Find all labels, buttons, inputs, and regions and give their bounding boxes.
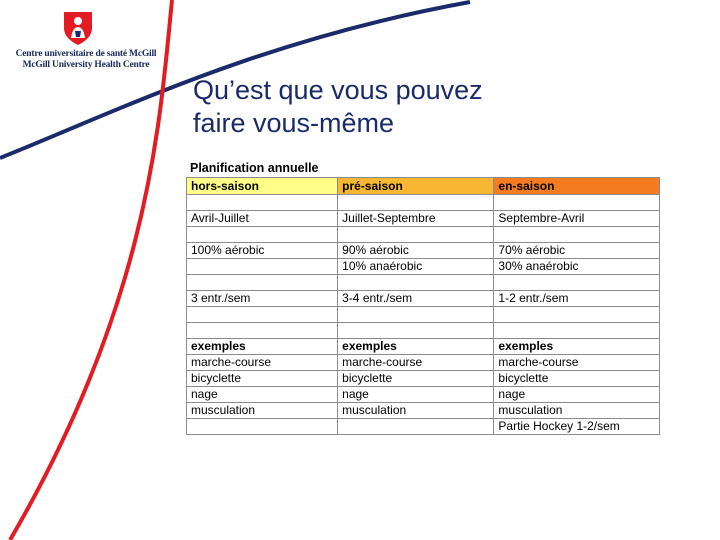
col-header-preseason: pré-saison	[337, 177, 495, 195]
table-cell: 3 entr./sem	[185, 290, 339, 307]
table-row-example: musculation musculation musculation	[185, 402, 660, 419]
header-row: hors-saison pré-saison en-saison	[185, 177, 660, 195]
table-cell: 90% aérobic	[337, 242, 495, 259]
organization-name: Centre universitaire de santé McGill McG…	[6, 49, 166, 71]
spacer-row	[185, 194, 660, 211]
slide-title: Qu’est que vous pouvez faire vous-même	[193, 74, 613, 140]
table-cell: musculation	[185, 402, 339, 419]
table-cell	[185, 258, 339, 275]
table-cell: bicyclette	[493, 370, 660, 387]
muhc-logo-icon	[64, 12, 92, 45]
table-heading: Planification annuelle	[190, 161, 319, 175]
spacer-row	[185, 322, 660, 339]
spacer-row	[185, 226, 660, 243]
table-cell: nage	[185, 386, 339, 403]
table-cell: marche-course	[337, 354, 495, 371]
spacer-row	[185, 274, 660, 291]
table-cell: nage	[337, 386, 495, 403]
table-cell: 10% anaérobic	[337, 258, 495, 275]
table-row-frequency: 3 entr./sem 3-4 entr./sem 1-2 entr./sem	[185, 290, 660, 307]
table-row-example: Partie Hockey 1-2/sem	[185, 418, 660, 435]
annual-plan-table: Planification annuelle hors-saison pré-s…	[185, 159, 661, 435]
org-name-french: Centre universitaire de santé McGill	[15, 49, 157, 59]
table-row-anaerobic: 10% anaérobic 30% anaérobic	[185, 258, 660, 275]
red-swoosh	[8, 0, 174, 540]
table-row-examples-label: exemples exemples exemples	[185, 338, 660, 355]
table-cell: Partie Hockey 1-2/sem	[493, 418, 660, 435]
table-cell: 30% anaérobic	[493, 258, 660, 275]
slide-title-line2: faire vous-même	[193, 108, 395, 138]
col-header-offseason: hors-saison	[185, 177, 339, 195]
col-header-inseason: en-saison	[493, 177, 660, 195]
table-cell: 1-2 entr./sem	[493, 290, 660, 307]
slide-title-line1: Qu’est que vous pouvez	[193, 75, 483, 105]
table-cell: bicyclette	[185, 370, 339, 387]
table-cell: marche-course	[493, 354, 660, 371]
table-cell	[337, 418, 495, 435]
table-cell: Juillet-Septembre	[337, 210, 495, 227]
org-name-english: McGill University Health Centre	[22, 60, 150, 70]
table-cell: bicyclette	[337, 370, 495, 387]
table-cell: exemples	[185, 338, 339, 355]
table-row-example: marche-course marche-course marche-cours…	[185, 354, 660, 371]
navy-swoosh	[0, 0, 471, 160]
table-row-aerobic: 100% aérobic 90% aérobic 70% aérobic	[185, 242, 660, 259]
table-cell: nage	[493, 386, 660, 403]
table-cell	[185, 418, 339, 435]
table-row-example: nage nage nage	[185, 386, 660, 403]
table-cell: Septembre-Avril	[493, 210, 660, 227]
spacer-row	[185, 306, 660, 323]
plan-table: hors-saison pré-saison en-saison Avril-J…	[185, 177, 660, 435]
table-cell: musculation	[337, 402, 495, 419]
table-cell: musculation	[493, 402, 660, 419]
table-cell: exemples	[337, 338, 495, 355]
table-cell: Avril-Juillet	[185, 210, 339, 227]
table-cell: 100% aérobic	[185, 242, 339, 259]
table-row-period: Avril-Juillet Juillet-Septembre Septembr…	[185, 210, 660, 227]
table-row-example: bicyclette bicyclette bicyclette	[185, 370, 660, 387]
table-cell: exemples	[493, 338, 660, 355]
table-cell: 70% aérobic	[493, 242, 660, 259]
table-cell: 3-4 entr./sem	[337, 290, 495, 307]
table-cell: marche-course	[185, 354, 339, 371]
